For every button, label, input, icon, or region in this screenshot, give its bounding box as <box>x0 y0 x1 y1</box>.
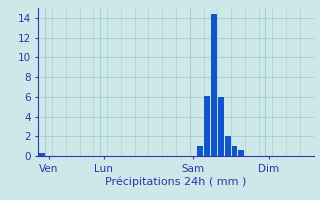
Bar <box>218 97 224 156</box>
Bar <box>39 153 45 156</box>
X-axis label: Précipitations 24h ( mm ): Précipitations 24h ( mm ) <box>105 176 247 187</box>
Bar <box>238 150 244 156</box>
Bar <box>204 96 210 156</box>
Bar <box>232 146 237 156</box>
Bar <box>211 14 217 156</box>
Bar <box>225 136 230 156</box>
Bar <box>197 146 203 156</box>
